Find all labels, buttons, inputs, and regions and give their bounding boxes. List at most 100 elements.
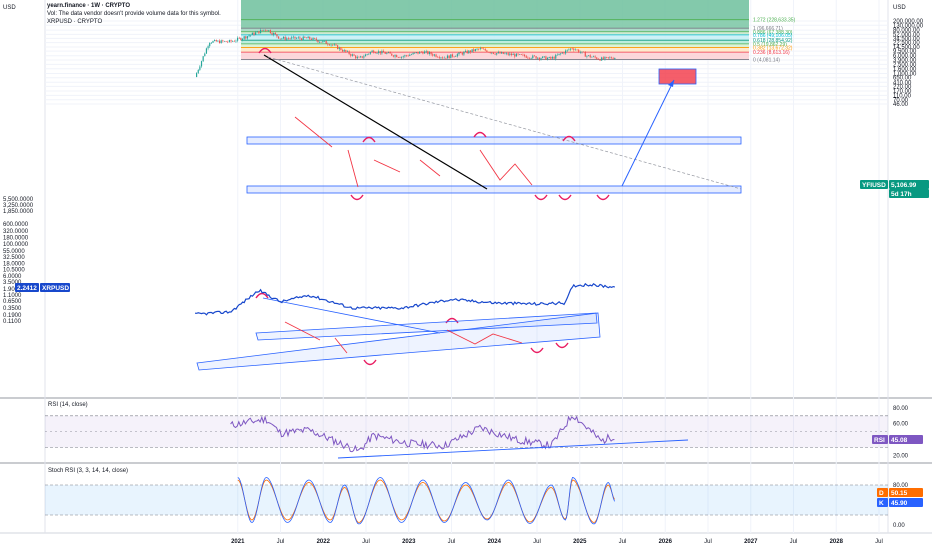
candle-down (550, 57, 552, 59)
pattern-path[interactable] (294, 116, 533, 188)
candle-down (340, 47, 342, 51)
candle-down (361, 56, 363, 58)
candle-down (276, 34, 278, 37)
trough-marker[interactable] (596, 194, 610, 201)
candle-down (345, 50, 347, 52)
rsi-legend[interactable]: RSI (14, close) (48, 402, 88, 408)
peak-marker[interactable] (362, 136, 376, 143)
candle-down (594, 56, 596, 58)
candle-up (297, 37, 299, 39)
candle-down (481, 48, 483, 49)
candle-down (487, 52, 490, 53)
fibonacci-retracement[interactable]: 1.272 (228,633.35) 1 (96,666.71)0.886 (67… (241, 0, 796, 64)
candle-up (200, 61, 203, 67)
rsi-value-badge: 45.08 (891, 437, 908, 444)
descending-trendline[interactable] (263, 54, 488, 190)
candle-up (504, 53, 506, 55)
trough-marker[interactable] (555, 342, 569, 349)
candle-up (322, 41, 324, 43)
trough-marker[interactable] (534, 194, 548, 201)
overlay-symbol-legend[interactable]: XRPUSD · CRYPTO (47, 19, 103, 25)
candle-up (456, 54, 458, 57)
time-axis-label: Jul (448, 539, 456, 545)
xrp-channel-upper[interactable] (255, 312, 598, 341)
candle-up (592, 56, 595, 57)
support-zone[interactable] (246, 185, 742, 194)
long-trendline-dashed[interactable] (267, 56, 742, 190)
candle-down (274, 32, 276, 35)
fib-zone (241, 31, 749, 35)
candle-up (241, 38, 244, 41)
candle-up (330, 44, 332, 46)
peak-marker[interactable] (473, 131, 487, 138)
candle-down (584, 52, 586, 57)
candle-up (474, 49, 476, 52)
right-axis-tick: 410.00 (893, 80, 912, 86)
candle-down (328, 44, 331, 46)
candle-up (202, 56, 204, 62)
resistance-zone[interactable] (246, 136, 742, 145)
candle-up (496, 53, 498, 55)
trough-marker[interactable] (350, 194, 364, 201)
candle-down (578, 49, 580, 53)
candle-up (394, 55, 396, 57)
candle-down (597, 58, 599, 60)
candle-down (438, 57, 440, 59)
peak-marker[interactable] (255, 292, 269, 299)
candle-up (217, 40, 219, 42)
candle-down (612, 58, 614, 60)
candle-down (309, 36, 311, 39)
candle-down (417, 52, 419, 54)
candle-up (530, 58, 532, 59)
candle-up (273, 32, 275, 35)
candle-up (560, 53, 562, 55)
right-axis-tick: 1,600.00 (893, 67, 917, 73)
candle-down (261, 29, 263, 31)
projection-arrow[interactable] (621, 79, 675, 187)
candle-down (461, 53, 463, 55)
peak-marker[interactable] (258, 47, 272, 54)
candle-up (450, 54, 452, 59)
candle-up (237, 37, 239, 41)
candle-down (320, 41, 322, 43)
trough-marker[interactable] (558, 194, 572, 201)
candle-down (473, 49, 475, 52)
time-axis-label: 2027 (744, 539, 758, 545)
fib-zone (241, 28, 749, 32)
fib-zone (241, 40, 749, 44)
candle-down (576, 49, 578, 51)
yfi-symbol-badge-bg (860, 180, 888, 189)
candle-down (486, 50, 488, 53)
target-box[interactable] (658, 68, 697, 85)
candle-up (614, 57, 616, 60)
candle-up (381, 50, 383, 54)
stoch-k-tag-badge-bg (877, 498, 888, 507)
candle-up (501, 52, 503, 54)
trough-marker[interactable] (530, 347, 544, 354)
peak-marker[interactable] (562, 135, 576, 142)
candle-up (386, 53, 388, 54)
candle-up (292, 36, 294, 38)
candle-down (264, 29, 267, 31)
trough-marker[interactable] (363, 359, 377, 366)
candle-down (373, 50, 375, 53)
user-drawings[interactable] (246, 47, 742, 366)
candle-up (343, 50, 345, 52)
candle-down (563, 52, 565, 54)
rsi-axis-tick: 60.00 (893, 422, 909, 428)
rsi-trendline[interactable] (337, 439, 689, 459)
candle-up (519, 54, 521, 55)
candle-up (228, 40, 230, 42)
xrp-descending-line[interactable] (262, 297, 441, 334)
candle-down (287, 38, 290, 39)
candle-up (212, 41, 214, 43)
stoch-rsi-legend[interactable]: Stoch RSI (3, 3, 14, 14, close) (48, 468, 129, 474)
candle-down (517, 53, 519, 55)
candle-up (581, 51, 583, 53)
candle-up (587, 55, 590, 56)
left-axis-tick: 0.1100 (3, 319, 22, 325)
right-axis-tick: 52,000.00 (893, 32, 920, 38)
stoch-band-fill (45, 485, 888, 515)
xrp-pattern-path[interactable] (284, 321, 523, 354)
